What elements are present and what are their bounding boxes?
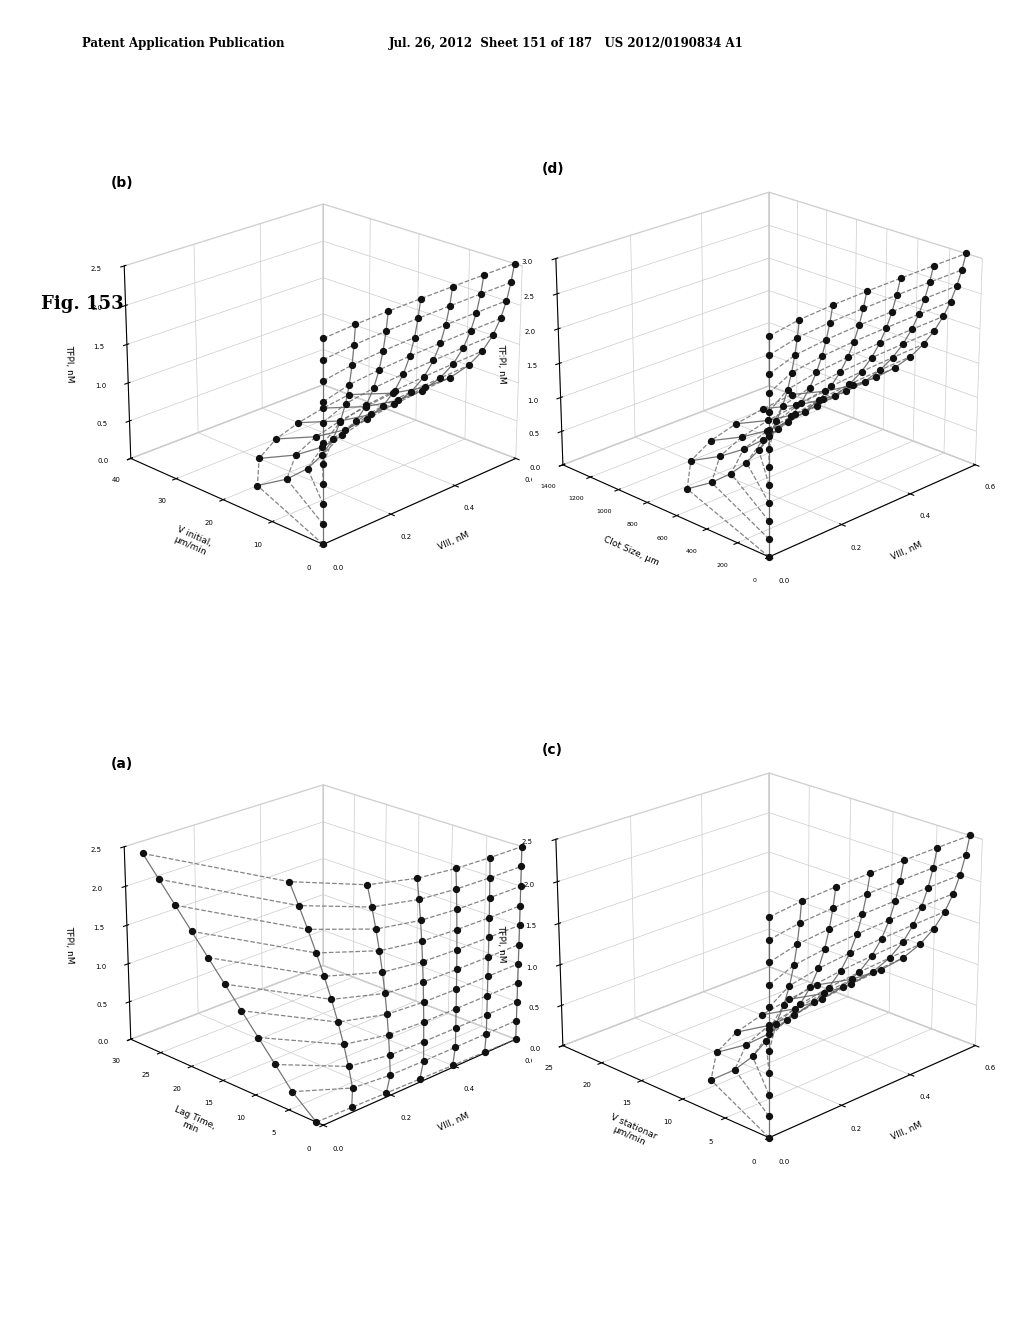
Text: (c): (c) bbox=[542, 743, 563, 758]
X-axis label: VIII, nM: VIII, nM bbox=[890, 1121, 924, 1142]
Text: (d): (d) bbox=[542, 162, 564, 177]
Text: (a): (a) bbox=[111, 756, 133, 771]
Text: Jul. 26, 2012  Sheet 151 of 187   US 2012/0190834 A1: Jul. 26, 2012 Sheet 151 of 187 US 2012/0… bbox=[389, 37, 743, 50]
Y-axis label: Lag Time,
min: Lag Time, min bbox=[169, 1105, 216, 1140]
X-axis label: VIII, nM: VIII, nM bbox=[437, 531, 471, 552]
Text: Fig. 153: Fig. 153 bbox=[41, 294, 124, 313]
Text: (b): (b) bbox=[111, 176, 133, 190]
Y-axis label: V initial,
μm/min: V initial, μm/min bbox=[172, 525, 213, 558]
Y-axis label: V stationar
μm/min: V stationar μm/min bbox=[604, 1113, 657, 1150]
X-axis label: VIII, nM: VIII, nM bbox=[437, 1111, 471, 1133]
X-axis label: VIII, nM: VIII, nM bbox=[890, 540, 924, 561]
Y-axis label: Clot Size, μm: Clot Size, μm bbox=[602, 535, 660, 566]
Text: Patent Application Publication: Patent Application Publication bbox=[82, 37, 285, 50]
